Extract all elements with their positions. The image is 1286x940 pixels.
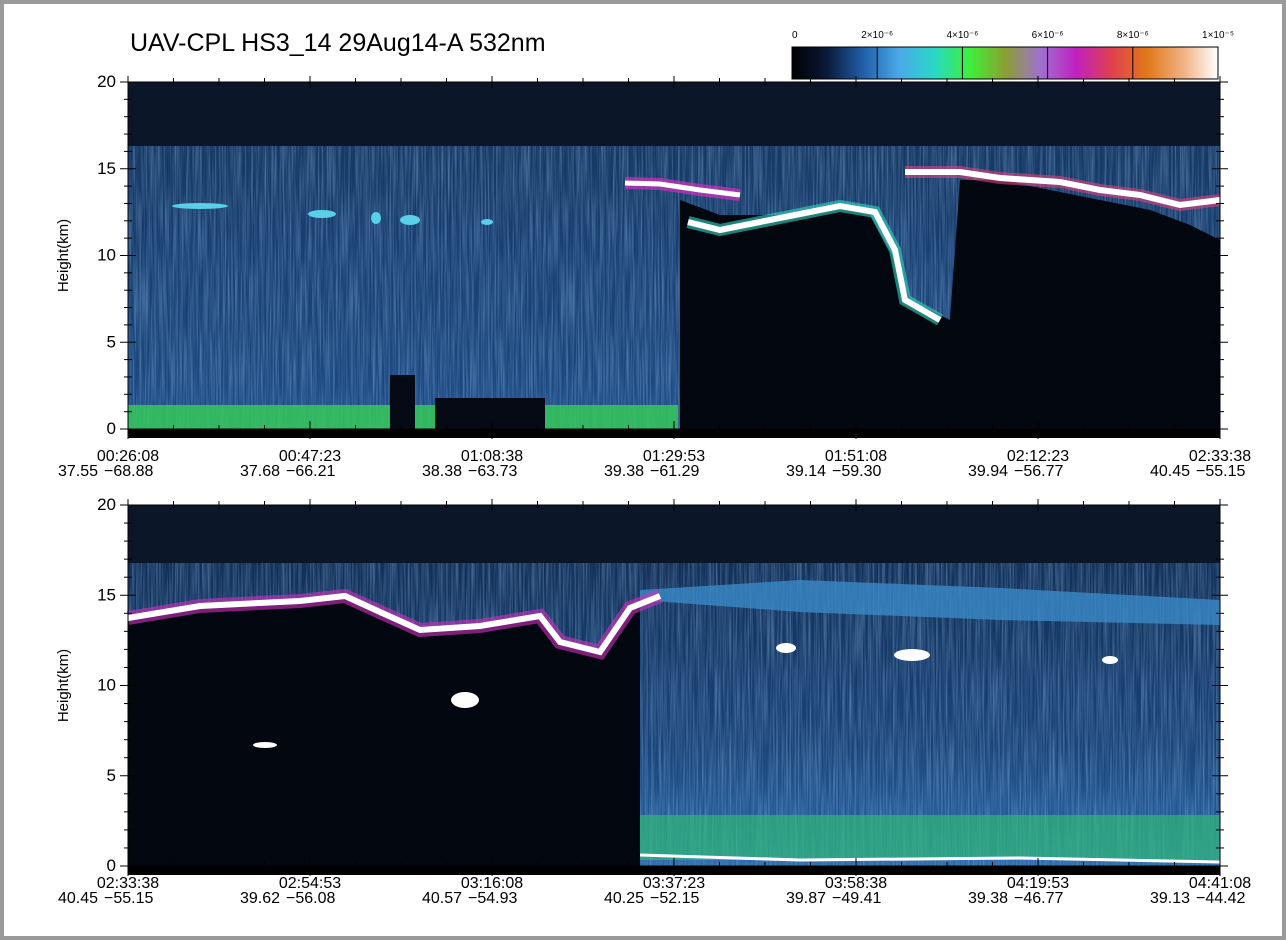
x-tick-lat: 40.25: [604, 890, 644, 907]
y-tick-label: 15: [97, 159, 116, 178]
colorbar-tick-label: 2×10⁻⁶: [861, 30, 893, 41]
colorbar-tick-label: 1×10⁻⁵: [1202, 30, 1234, 41]
x-tick-lat: 39.38: [968, 890, 1008, 907]
x-tick-lon: −55.15: [104, 890, 153, 907]
curtain-image: [128, 505, 1220, 875]
y-tick-label: 20: [97, 72, 116, 91]
x-tick-lat: 39.94: [968, 463, 1008, 480]
y-tick-label: 0: [107, 856, 116, 875]
x-tick-lon: −59.30: [832, 463, 881, 480]
x-tick-lon: −66.21: [286, 463, 335, 480]
y-tick-label: 5: [107, 766, 116, 785]
y-tick-label: 15: [97, 585, 116, 604]
x-tick-lat: 39.14: [786, 463, 826, 480]
x-tick-lat: 37.55: [58, 463, 98, 480]
y-tick-label: 20: [97, 495, 116, 514]
y-axis-label: Height(km): [55, 649, 72, 722]
colorbar-tick-label: 4×10⁻⁶: [946, 30, 978, 41]
x-tick-lon: −54.93: [468, 890, 517, 907]
x-tick-lat: 40.57: [422, 890, 462, 907]
x-tick-lat: 39.62: [240, 890, 280, 907]
colorbar-tick-label: 0: [792, 30, 798, 41]
y-tick-label: 0: [107, 419, 116, 438]
y-axis-label: Height(km): [55, 219, 72, 292]
x-tick-lon: −68.88: [104, 463, 153, 480]
x-tick-lat: 40.45: [58, 890, 98, 907]
x-tick-lon: −52.15: [650, 890, 699, 907]
x-tick-lat: 39.38: [604, 463, 644, 480]
x-tick-lat: 38.38: [422, 463, 462, 480]
x-tick-lat: 39.87: [786, 890, 826, 907]
x-tick-lon: −44.42: [1196, 890, 1245, 907]
x-tick-lat: 40.45: [1150, 463, 1190, 480]
colorbar-tick-label: 8×10⁻⁶: [1117, 30, 1149, 41]
x-tick-lat: 39.13: [1150, 890, 1190, 907]
page: UAV-CPL HS3_14 29Aug14-A 532nm 0 2×10⁻⁶ 4×…: [0, 0, 1286, 940]
colorbar-tick-label: 6×10⁻⁶: [1032, 30, 1064, 41]
curtain-image: [128, 82, 1220, 438]
x-tick-lon: −55.15: [1196, 463, 1245, 480]
x-tick-lat: 37.68: [240, 463, 280, 480]
x-tick-lon: −63.73: [468, 463, 517, 480]
x-tick-lon: −46.77: [1014, 890, 1063, 907]
colorbar-scale: [792, 47, 1218, 79]
y-tick-label: 5: [107, 332, 116, 351]
y-tick-label: 10: [97, 676, 116, 695]
x-tick-lon: −49.41: [832, 890, 881, 907]
chart-title: UAV-CPL HS3_14 29Aug14-A 532nm: [130, 29, 546, 57]
x-tick-lon: −61.29: [650, 463, 699, 480]
y-tick-label: 10: [97, 246, 116, 265]
x-tick-lon: −56.77: [1014, 463, 1063, 480]
x-tick-lon: −56.08: [286, 890, 335, 907]
